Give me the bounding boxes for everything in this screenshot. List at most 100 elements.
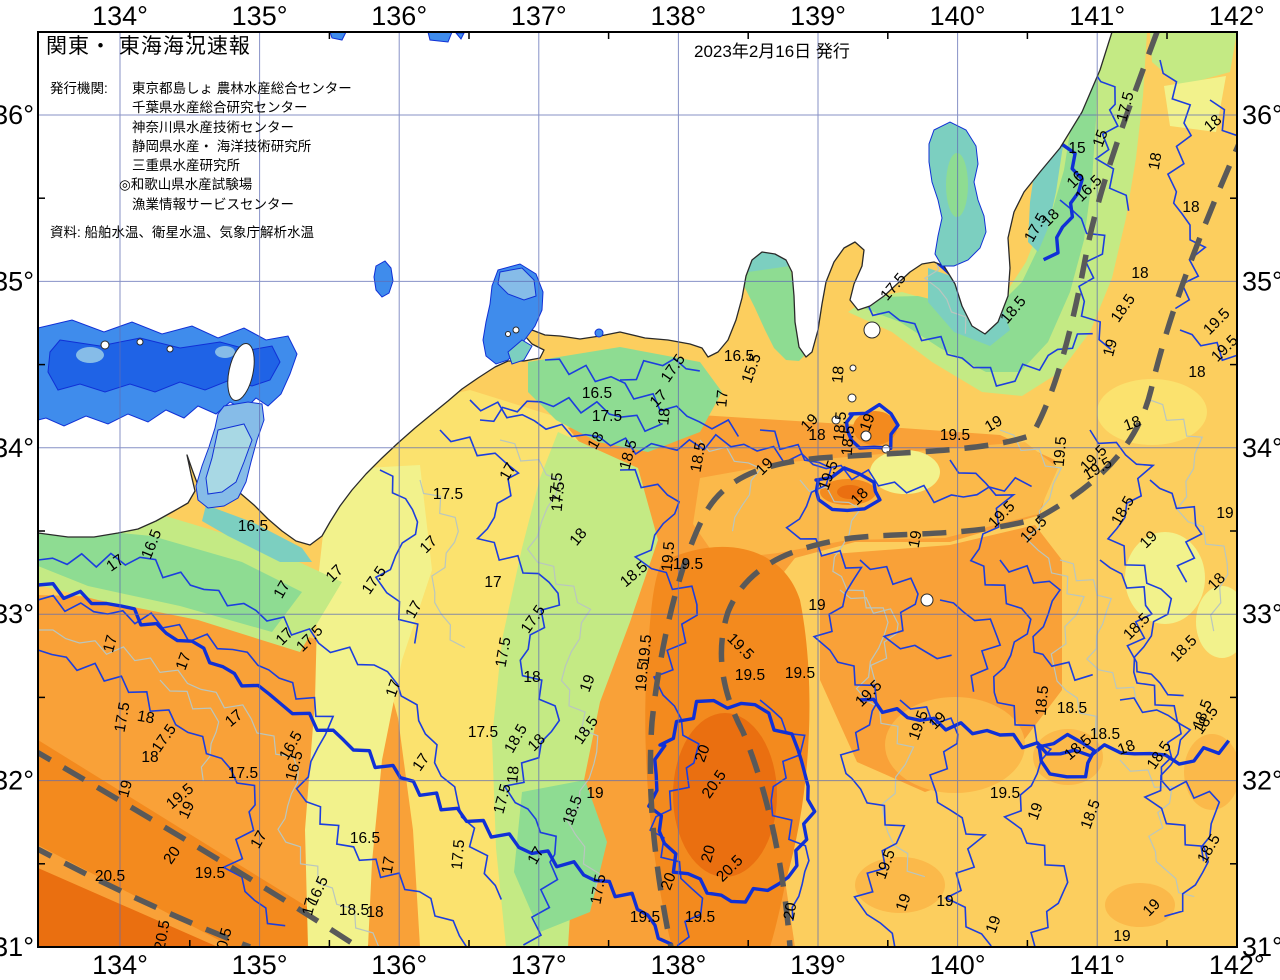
temperature-label: 17.5 xyxy=(549,481,569,513)
lon-label-bottom: 136° xyxy=(371,950,427,980)
bays-layer xyxy=(38,32,987,509)
temperature-label: 19 xyxy=(857,411,879,433)
temperature-label: 18 xyxy=(584,429,607,452)
publisher-item: 三重県水産研究所 xyxy=(132,158,240,174)
lon-label-top: 134° xyxy=(92,1,148,31)
temperature-label: 18 xyxy=(1115,737,1137,759)
lon-label-bottom: 141° xyxy=(1069,950,1125,980)
lon-label-bottom: 140° xyxy=(930,950,986,980)
temperature-label: 19.5 xyxy=(1051,436,1071,468)
temperature-label: 18 xyxy=(1146,151,1166,171)
lat-label-left: 35° xyxy=(0,266,34,296)
lon-label-top: 139° xyxy=(790,1,846,31)
temperature-label: 19 xyxy=(906,529,926,549)
temperature-label: 18 xyxy=(1188,364,1205,381)
lat-label-left: 33° xyxy=(0,599,34,629)
lon-label-top: 140° xyxy=(930,1,986,31)
temperature-label: 18 xyxy=(808,427,825,444)
temperature-label: 17.5 xyxy=(468,724,498,741)
temperature-label: 18 xyxy=(366,904,383,921)
publisher-item: 東京都島しょ 農林水産総合センター xyxy=(132,81,352,96)
publisher-item: 千葉県水産総合研究センター xyxy=(132,100,308,116)
temperature-label: 18.5 xyxy=(339,902,369,919)
lon-label-top: 137° xyxy=(511,1,567,31)
lat-label-right: 36° xyxy=(1242,100,1280,130)
temperature-label: 17 xyxy=(270,578,293,601)
temperature-label: 17.5 xyxy=(592,408,622,425)
temperature-label: 19 xyxy=(115,778,136,799)
temperature-label: 18.5 xyxy=(1090,726,1120,743)
temperature-label: 19 xyxy=(936,893,953,910)
temperature-label: 15 xyxy=(1068,140,1085,157)
temperature-label: 17.5 xyxy=(547,472,567,504)
publisher-label: 発行機関: xyxy=(50,81,108,96)
temperature-label: 18 xyxy=(1182,199,1199,216)
kuroshio-front-dashed-offshore xyxy=(718,141,1237,947)
temperature-label: 18.5 xyxy=(688,441,710,474)
temperature-label: 19.5 xyxy=(735,667,765,684)
temperature-label: 18.5 xyxy=(839,425,859,457)
page-title: 関東・ 東海海況速報 xyxy=(46,35,251,58)
temperature-label: 16.5 xyxy=(582,385,612,402)
temperature-label: 20 xyxy=(781,901,801,921)
temperature-label: 17 xyxy=(103,551,127,575)
temperature-label: 17 xyxy=(173,650,195,672)
lon-label-bottom: 137° xyxy=(511,950,567,980)
temperature-label: 19 xyxy=(983,913,1005,935)
temperature-label: 19.5 xyxy=(673,556,703,573)
temperature-label: 17 xyxy=(713,389,731,408)
temperature-label: 19.5 xyxy=(940,427,970,444)
temperature-label: 18.5 xyxy=(1057,700,1087,717)
temperature-label: 19 xyxy=(176,799,199,822)
temperature-label: 19 xyxy=(808,597,825,614)
temperature-label: 19 xyxy=(586,785,603,802)
temperature-label: 17 xyxy=(383,677,405,699)
kuroshio-front-dashed-main xyxy=(647,32,1160,947)
temperature-label: 18 xyxy=(1131,265,1148,282)
issue-date: 2023年2月16日 発行 xyxy=(694,42,850,61)
temperature-label: 20.5 xyxy=(152,919,174,952)
temperature-label: 19.5 xyxy=(195,865,225,882)
lon-label-top: 136° xyxy=(371,1,427,31)
temperature-label: 17 xyxy=(100,633,121,654)
lat-label-left: 34° xyxy=(0,433,34,463)
temperature-label: 18 xyxy=(655,407,673,426)
temperature-label: 18 xyxy=(523,669,540,686)
temperature-label: 19 xyxy=(1025,800,1047,822)
temperature-label: 20 xyxy=(658,870,680,892)
temperature-label: 17.5 xyxy=(588,873,610,906)
temperature-label: 19.5 xyxy=(633,661,653,693)
lat-label-right: 31° xyxy=(1242,932,1280,962)
temperature-label: 18 xyxy=(1121,413,1143,435)
temperature-label: 19.5 xyxy=(990,785,1020,802)
temperature-label: 17 xyxy=(409,750,433,774)
temperature-label: 18.5 xyxy=(831,411,851,443)
temperature-label: 17 xyxy=(402,598,425,621)
temperature-label: 17 xyxy=(247,828,270,851)
publisher-item: 静岡県水産・ 海洋技術研究所 xyxy=(132,138,312,154)
temperature-label: 17 xyxy=(524,844,547,867)
temperature-label: 17.5 xyxy=(449,839,469,871)
lon-label-bottom: 138° xyxy=(650,950,706,980)
temperature-label: 17.5 xyxy=(112,701,134,734)
temperature-label: 20 xyxy=(698,843,719,864)
temperature-label: 20.5 xyxy=(212,926,236,960)
temperature-label: 19.5 xyxy=(659,541,679,573)
data-source-note: 資料: 船舶水温、衛星水温、気象庁解析水温 xyxy=(50,225,315,240)
temperature-label: 15 xyxy=(1090,127,1112,149)
temperature-label: 17 xyxy=(484,574,501,591)
temperature-label: 16.5 xyxy=(724,348,754,365)
temperature-label: 19.5 xyxy=(636,634,656,666)
temperature-label: 17 xyxy=(299,896,320,917)
publisher-item: 漁業情報サービスセンター xyxy=(132,196,294,212)
lon-label-top: 141° xyxy=(1069,1,1125,31)
lon-label-top: 142° xyxy=(1209,1,1265,31)
temperature-label: 19.5 xyxy=(785,665,815,682)
temperature-label: 17.5 xyxy=(228,765,258,782)
temperature-label: 19 xyxy=(1100,337,1121,358)
temperature-label: 19 xyxy=(577,672,599,694)
lat-label-right: 34° xyxy=(1242,433,1280,463)
lon-label-bottom: 134° xyxy=(92,950,148,980)
